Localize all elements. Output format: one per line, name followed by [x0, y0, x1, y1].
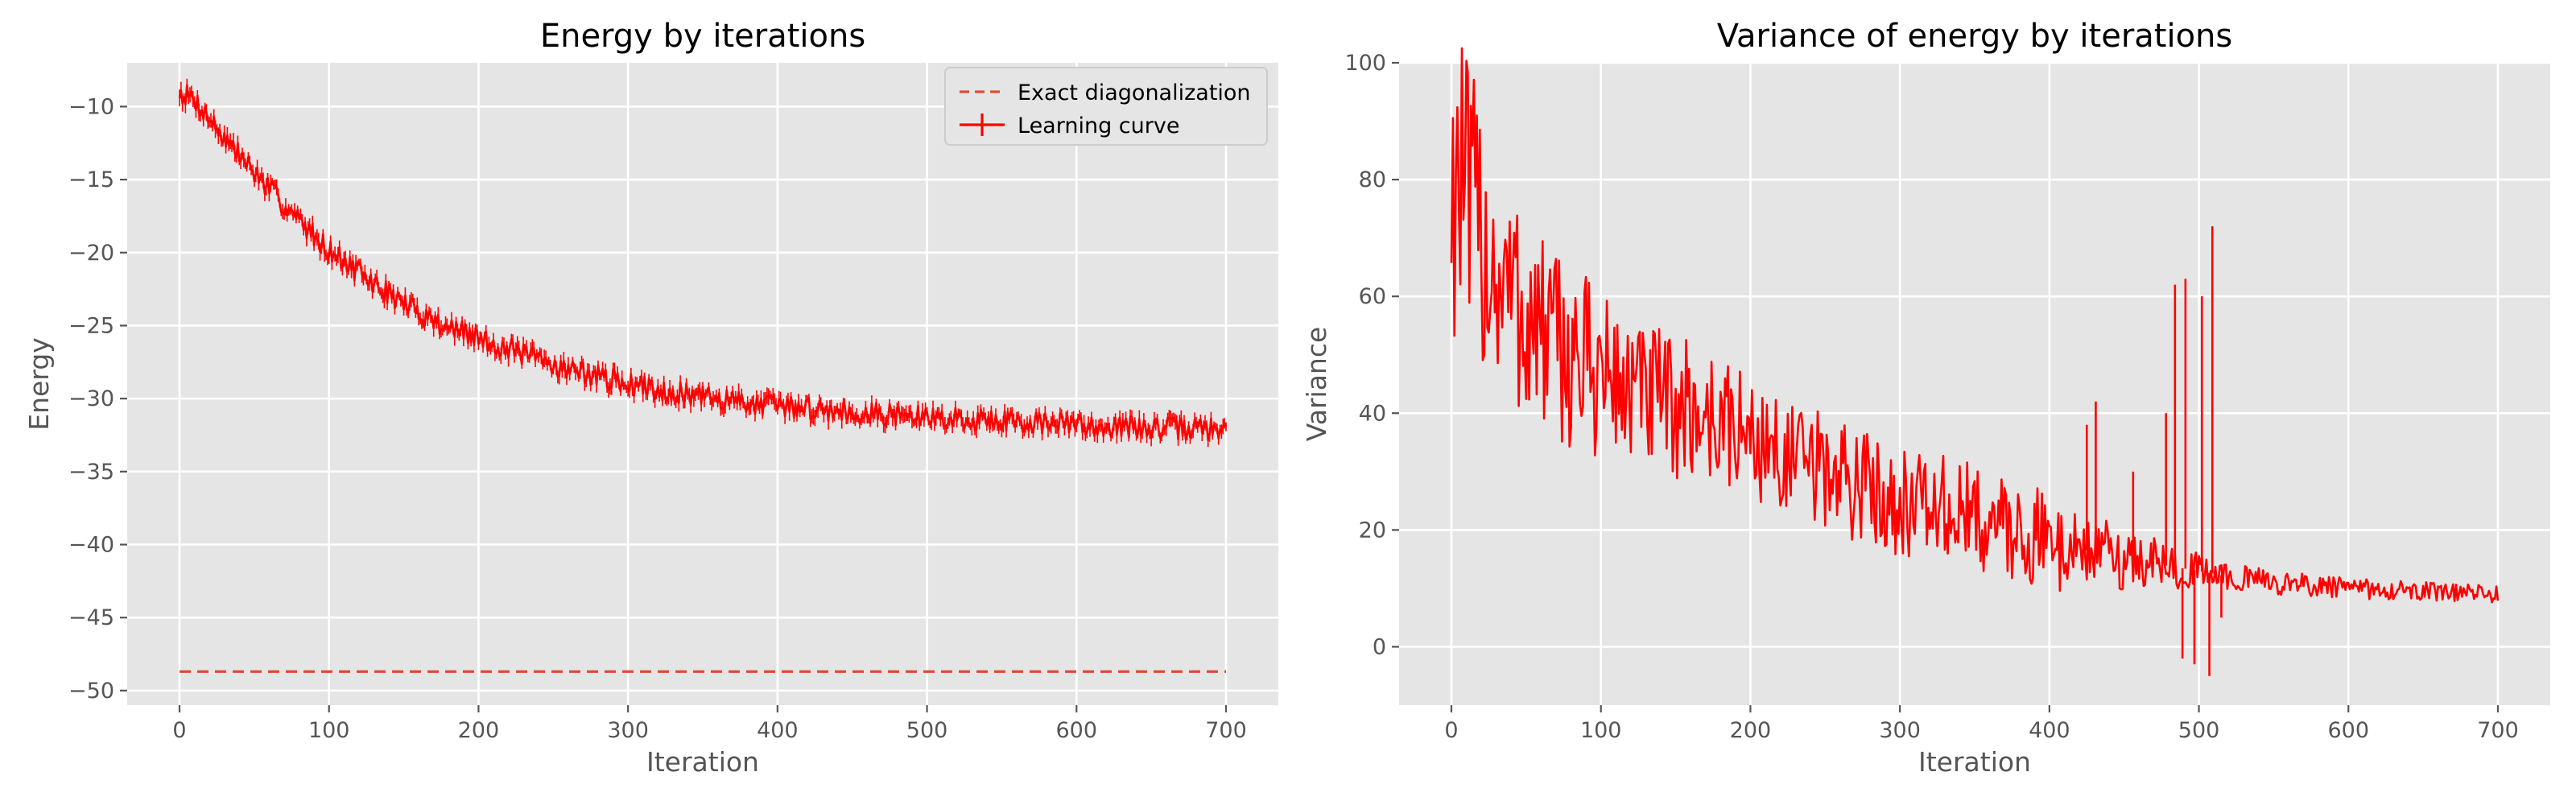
variance-y-tick-label: 60 [1359, 284, 1386, 309]
energy-ticks: 0 100 200 300 400 500 600 700 −10 −15 −20 −25 −30 −35… [68, 94, 1247, 743]
variance-x-tick-label: 300 [1879, 718, 1921, 743]
variance-chart: 0 100 200 300 400 500 600 700 0 20 40 60 80 100 Varia… [1301, 18, 2550, 778]
energy-x-tick-label: 200 [458, 718, 500, 743]
variance-y-tick-label: 100 [1344, 51, 1386, 76]
energy-y-tick-label: −35 [68, 460, 114, 485]
legend: Exact diagonalization Learning curve [944, 67, 1268, 146]
energy-x-tick-label: 100 [308, 718, 350, 743]
variance-x-tick-label: 100 [1580, 718, 1622, 743]
energy-x-tick-label: 300 [607, 718, 649, 743]
energy-y-tick-label: −10 [68, 94, 114, 119]
energy-y-tick-label: −15 [68, 167, 114, 192]
energy-y-tick-label: −20 [68, 241, 114, 266]
energy-y-axis-label: Energy [23, 337, 55, 431]
energy-x-tick-label: 400 [757, 718, 799, 743]
variance-x-tick-label: 700 [2477, 718, 2519, 743]
variance-x-tick-label: 500 [2178, 718, 2220, 743]
energy-y-tick-label: −50 [68, 679, 114, 704]
variance-x-tick-label: 400 [2029, 718, 2070, 743]
energy-x-tick-label: 500 [906, 718, 948, 743]
variance-chart-title: Variance of energy by iterations [1717, 18, 2232, 55]
legend-exact-label: Exact diagonalization [1018, 80, 1251, 105]
variance-y-tick-label: 20 [1359, 518, 1386, 543]
energy-y-tick-label: −45 [68, 605, 114, 630]
variance-line [1450, 47, 2500, 604]
energy-series [178, 78, 1228, 673]
variance-y-tick-label: 40 [1359, 401, 1386, 426]
variance-x-tick-label: 600 [2328, 718, 2370, 743]
legend-box [944, 67, 1268, 146]
variance-y-axis-label: Variance [1301, 327, 1332, 442]
energy-chart-title: Energy by iterations [540, 18, 865, 55]
energy-chart: 0 100 200 300 400 500 600 700 −10 −15 −20 −25 −30 −35… [23, 18, 1278, 778]
variance-x-axis-label: Iteration [1918, 746, 2031, 778]
variance-x-tick-label: 200 [1730, 718, 1772, 743]
energy-x-axis-label: Iteration [646, 746, 759, 778]
variance-y-tick-label: 80 [1359, 167, 1386, 192]
learning-curve-line [178, 84, 1228, 441]
energy-grid [127, 63, 1278, 705]
energy-x-tick-label: 600 [1056, 718, 1098, 743]
energy-y-tick-label: −40 [68, 533, 114, 558]
energy-x-tick-label: 0 [172, 718, 186, 743]
variance-y-tick-label: 0 [1373, 634, 1386, 659]
variance-x-tick-label: 0 [1444, 718, 1458, 743]
variance-series [1450, 47, 2500, 676]
variance-ticks: 0 100 200 300 400 500 600 700 0 20 40 60 80 100 [1344, 51, 2518, 743]
energy-x-tick-label: 700 [1205, 718, 1247, 743]
variance-grid [1399, 61, 2550, 705]
energy-y-tick-label: −30 [68, 386, 114, 411]
legend-curve-label: Learning curve [1018, 114, 1179, 138]
energy-y-tick-label: −25 [68, 313, 114, 338]
